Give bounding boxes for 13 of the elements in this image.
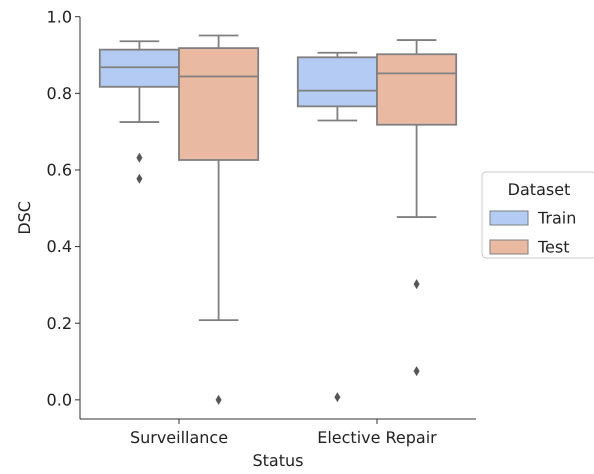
y-tick-label: 0.6 <box>46 160 72 180</box>
y-axis-title: DSC <box>15 201 34 235</box>
legend-label: Train <box>537 208 576 228</box>
legend-label: Test <box>537 238 570 257</box>
x-tick-label: Surveillance <box>130 428 228 447</box>
y-tick-label: 0.0 <box>46 390 72 410</box>
y-tick-label: 0.2 <box>46 314 72 333</box>
y-tick-label: 0.4 <box>46 237 72 256</box>
y-tick-label: 1.0 <box>46 7 72 26</box>
x-axis-title: Status <box>252 451 304 470</box>
x-tick-label: Elective Repair <box>317 428 438 447</box>
legend-title: Dataset <box>508 180 570 199</box>
y-tick-label: 0.8 <box>46 84 72 103</box>
